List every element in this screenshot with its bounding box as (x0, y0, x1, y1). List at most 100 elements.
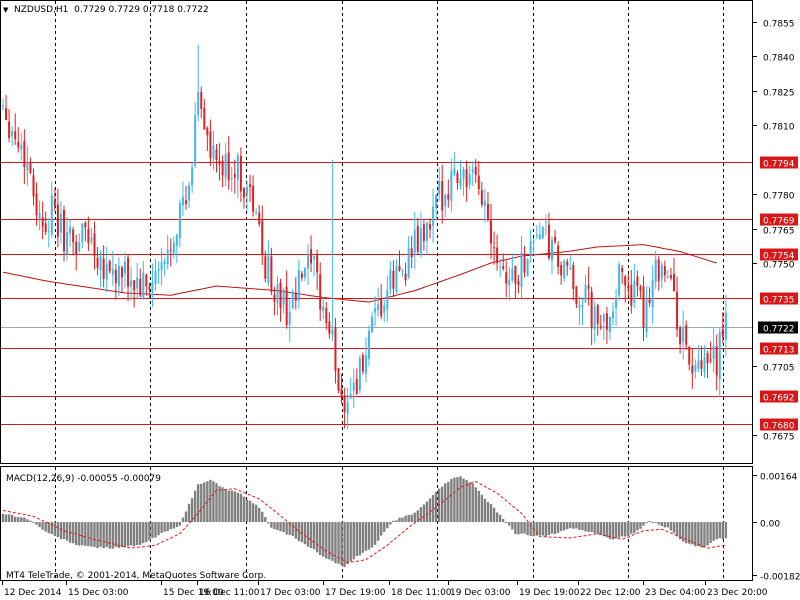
macd-bar (172, 522, 175, 529)
candle-body (242, 187, 245, 198)
candle-body (117, 265, 120, 287)
macd-bar (529, 522, 532, 536)
macd-bar (17, 517, 20, 523)
candle-body (666, 276, 669, 278)
candle-body (441, 181, 444, 211)
candle-body (166, 249, 169, 265)
macd-bar (599, 522, 602, 536)
macd-bar (32, 522, 35, 524)
candle-body (44, 223, 47, 233)
candle-body (602, 314, 605, 322)
candle-body (17, 141, 20, 148)
macd-bar (575, 522, 578, 529)
macd-bar (193, 490, 197, 523)
candle-body (404, 273, 407, 281)
candle-body (102, 258, 105, 279)
candle-body (444, 195, 447, 207)
candle-body (130, 280, 133, 287)
macd-bar (315, 522, 319, 553)
macd-bar (148, 522, 151, 541)
macd-bar (654, 522, 657, 524)
macd-bar (498, 514, 502, 523)
macd-bar (136, 522, 139, 546)
candle-body (142, 272, 145, 299)
candle-body (273, 294, 276, 302)
candle-body (608, 316, 611, 332)
candle-body (145, 274, 148, 287)
candle-body (297, 269, 300, 301)
macd-bar (511, 522, 514, 530)
macd-bar (413, 512, 416, 523)
candle-body (599, 326, 602, 328)
candle-body (175, 234, 178, 246)
macd-bar (627, 522, 630, 536)
macd-histogram (1, 476, 728, 568)
candle-body (221, 160, 224, 176)
candle-body (422, 224, 425, 242)
candle-body (642, 286, 645, 328)
macd-bar (178, 522, 182, 526)
candle-body (291, 291, 294, 308)
candle-body (627, 286, 630, 289)
level-label: 0.7754 (763, 252, 795, 262)
candle-body (346, 402, 349, 414)
candle-body (395, 266, 398, 292)
macd-bar (322, 522, 325, 557)
candle-body (361, 355, 364, 372)
macd-bar (319, 522, 322, 556)
candle-body (663, 266, 666, 276)
candle-body (502, 266, 505, 269)
candle-body (578, 304, 581, 308)
macd-bar (163, 522, 166, 532)
candle-body (127, 257, 130, 287)
candle-body (285, 286, 288, 325)
candle-body (474, 166, 477, 176)
macd-bar (380, 522, 383, 536)
macd-pane: MACD(12,26,9) -0.00055 -0.00079 MT4 Tele… (0, 466, 753, 581)
candle-body (124, 261, 126, 274)
symbol-dropdown-icon[interactable]: ▼ (3, 6, 9, 14)
candle-body (120, 267, 123, 278)
macd-bar (245, 499, 249, 523)
candle-body (389, 269, 392, 290)
macd-bar (636, 522, 639, 531)
level-label: 0.7692 (763, 394, 795, 404)
macd-bar (553, 522, 557, 535)
candle-body (496, 247, 499, 264)
candle-body (59, 213, 62, 233)
candle-body (401, 271, 404, 273)
candle-body (456, 172, 459, 184)
macd-bar (279, 522, 282, 532)
candle-body (547, 224, 550, 259)
candle-body (425, 222, 428, 241)
candle-body (35, 193, 38, 216)
candle-body (368, 330, 370, 360)
macd-bar (181, 517, 185, 523)
candle-body (157, 269, 160, 271)
candle-body (447, 194, 450, 200)
macd-bar (35, 522, 38, 525)
macd-bar (706, 522, 709, 546)
candle-body (520, 253, 523, 287)
candle-body (63, 210, 65, 252)
candle-body (523, 257, 526, 273)
candle-body (697, 360, 700, 369)
macd-bar (309, 522, 313, 549)
macd-bar (276, 522, 279, 531)
macd-bar (102, 522, 105, 549)
candle-body (105, 263, 108, 280)
candle-body (483, 200, 486, 207)
macd-bar (78, 522, 81, 546)
candle-body (66, 232, 69, 255)
candle-body (645, 298, 648, 333)
candle-body (185, 200, 187, 204)
candle-body (453, 168, 456, 175)
candle-body (29, 162, 32, 173)
candle-body (233, 173, 236, 178)
macd-bar (505, 522, 508, 524)
macd-tick-label: 0.00164 (760, 473, 797, 483)
macd-bar (645, 522, 648, 524)
macd-bar (197, 484, 200, 523)
candle-body (566, 261, 569, 266)
